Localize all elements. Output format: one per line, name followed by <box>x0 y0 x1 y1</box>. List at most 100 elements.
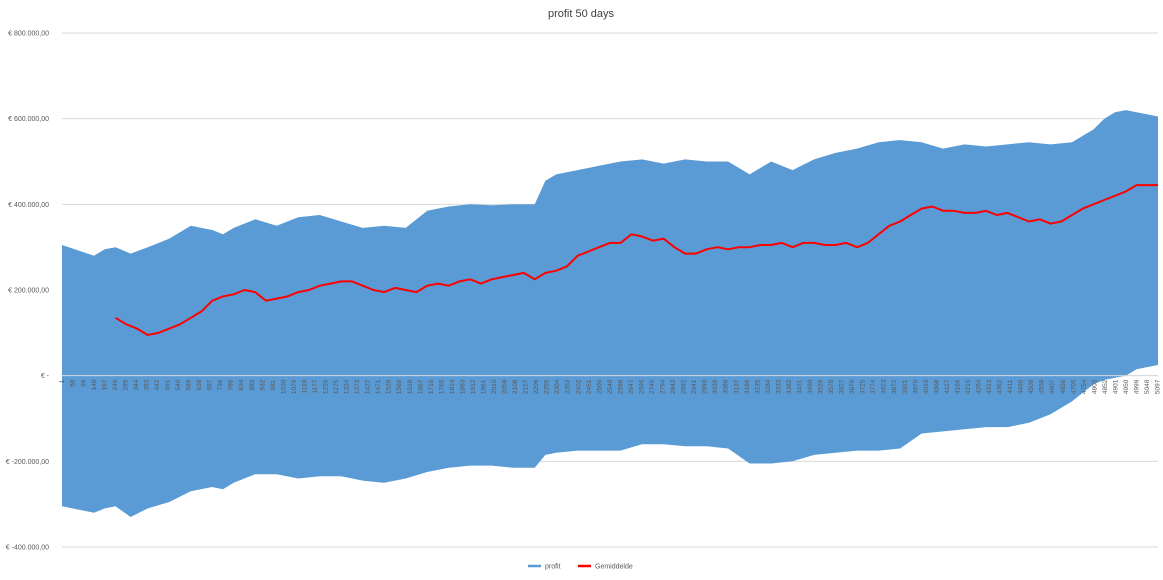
x-tick-label: 4950 <box>1123 379 1130 394</box>
x-tick-label: 1 <box>59 379 66 383</box>
x-tick-label: 2157 <box>523 379 530 394</box>
x-tick-label: 3235 <box>754 379 761 394</box>
x-tick-label: 2794 <box>660 379 667 394</box>
x-tick-label: 687 <box>207 379 214 390</box>
x-tick-label: 3872 <box>891 379 898 394</box>
x-tick-label: 1226 <box>323 379 330 394</box>
x-tick-label: 4166 <box>954 379 961 394</box>
x-tick-label: 1471 <box>375 379 382 394</box>
x-tick-label: 1520 <box>386 379 393 394</box>
x-tick-label: 4068 <box>933 379 940 394</box>
legend: profit Gemiddelde <box>528 564 633 571</box>
x-tick-label: 2451 <box>586 379 593 394</box>
x-tick-label: 3676 <box>849 379 856 394</box>
x-tick-label: 4852 <box>1102 379 1109 394</box>
x-tick-label: 540 <box>175 379 182 390</box>
series-profit <box>62 110 1158 517</box>
x-tick-label: 736 <box>217 379 224 390</box>
x-tick-label: 1030 <box>280 379 287 394</box>
x-tick-label: 2598 <box>617 379 624 394</box>
x-tick-label: 785 <box>228 379 235 390</box>
x-tick-label: 3431 <box>797 379 804 394</box>
x-tick-label: 1618 <box>407 379 414 394</box>
x-tick-label: 932 <box>259 379 266 390</box>
x-tick-label: 4754 <box>1081 379 1088 394</box>
x-tick-label: 3284 <box>765 379 772 394</box>
x-tick-label: 981 <box>270 379 277 390</box>
x-tick-label: 3186 <box>744 379 751 394</box>
x-tick-label: 638 <box>196 379 203 390</box>
x-tick-label: 3823 <box>881 379 888 394</box>
x-tick-label: 3529 <box>818 379 825 394</box>
x-tick-label: 3088 <box>723 379 730 394</box>
x-tick-label: 1128 <box>301 379 308 393</box>
x-tick-label: 4509 <box>1028 379 1035 394</box>
y-axis: € -400.000,00 € -200.000,00 € - € 200.000,0… <box>6 31 50 552</box>
x-tick-label: 4901 <box>1112 379 1119 394</box>
x-tick-label: 1422 <box>365 379 372 394</box>
x-tick-label: 1814 <box>449 379 456 394</box>
x-tick-label: 3627 <box>839 379 846 394</box>
x-tick-label: 4705 <box>1070 379 1077 394</box>
x-tick-label: 393 <box>144 379 151 390</box>
x-tick-label: 1716 <box>428 379 435 394</box>
y-tick-label: € -400.000,00 <box>6 545 49 552</box>
x-tick-label: 3725 <box>860 379 867 394</box>
y-tick-label: € -200.000,00 <box>6 459 49 466</box>
x-tick-label: 3921 <box>902 379 909 394</box>
x-tick-label: 2304 <box>554 379 561 394</box>
x-tick-label: 589 <box>186 379 193 390</box>
y-tick-label: € 600.000,00 <box>8 116 49 123</box>
x-tick-label: 4607 <box>1049 379 1056 394</box>
x-tick-label: 4460 <box>1018 379 1025 394</box>
x-tick-label: 5097 <box>1155 379 1162 394</box>
x-tick-label: 3480 <box>807 379 814 394</box>
x-tick-label: 4313 <box>986 379 993 394</box>
x-tick-label: 2843 <box>670 379 677 394</box>
x-tick-label: 1177 <box>312 379 319 393</box>
x-tick-label: 4803 <box>1091 379 1098 394</box>
x-tick-label: 2059 <box>502 379 509 394</box>
x-tick-label: 99 <box>80 379 87 387</box>
x-tick-label: 2990 <box>702 379 709 394</box>
x-tick-label: 1275 <box>333 379 340 394</box>
x-tick-label: 3382 <box>786 379 793 394</box>
y-tick-label: € 200.000,00 <box>8 288 49 295</box>
x-tick-label: 1569 <box>396 379 403 394</box>
x-tick-label: 834 <box>238 379 245 390</box>
average-line <box>114 184 1158 336</box>
x-tick-label: 2941 <box>691 379 698 394</box>
x-tick-label: 442 <box>154 379 161 390</box>
x-tick-label: 1079 <box>291 379 298 394</box>
x-tick-label: 2402 <box>575 379 582 394</box>
x-tick-label: 2206 <box>533 379 540 394</box>
x-tick-label: 3970 <box>912 379 919 394</box>
x-tick-label: 197 <box>101 379 108 390</box>
x-tick-label: 295 <box>122 379 129 390</box>
x-tick-label: 2549 <box>607 379 614 394</box>
x-tick-label: 2500 <box>596 379 603 394</box>
x-tick-label: 148 <box>91 379 98 390</box>
x-tick-label: 1863 <box>459 379 466 394</box>
x-tick-label: 4362 <box>997 379 1004 394</box>
x-tick-label: 5048 <box>1144 379 1151 394</box>
x-tick-label: 4215 <box>965 379 972 394</box>
x-tick-label: 3578 <box>828 379 835 394</box>
x-tick-label: 1912 <box>470 379 477 394</box>
x-tick-label: 3774 <box>870 379 877 394</box>
x-tick-label: 2745 <box>649 379 656 394</box>
x-tick-label: 3333 <box>775 379 782 394</box>
x-tick-label: 4558 <box>1039 379 1046 394</box>
x-tick-label: 4264 <box>976 379 983 394</box>
x-tick-label: 1667 <box>417 379 424 394</box>
x-tick-label: 2353 <box>565 379 572 394</box>
x-tick-label: 246 <box>112 379 119 390</box>
x-tick-label: 2010 <box>491 379 498 394</box>
legend-label-gemiddelde: Gemiddelde <box>595 564 633 571</box>
x-tick-label: 4411 <box>1007 379 1014 393</box>
x-tick-label: 3137 <box>733 379 740 394</box>
y-tick-label: € 800.000,00 <box>8 31 49 38</box>
x-tick-label: 2108 <box>512 379 519 394</box>
x-tick-label: 344 <box>133 379 140 390</box>
